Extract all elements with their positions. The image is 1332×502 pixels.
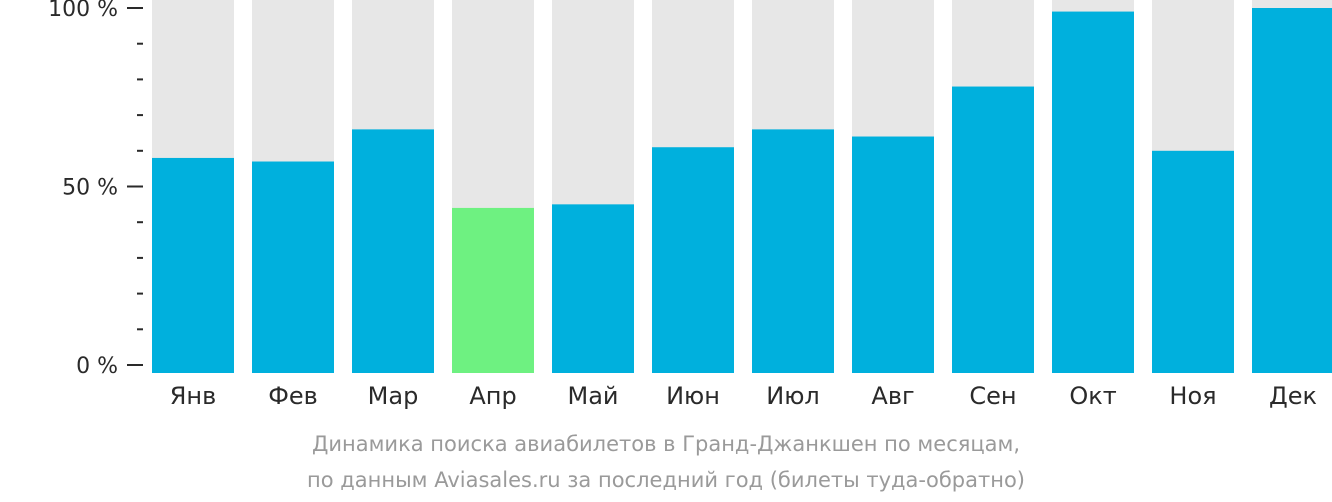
bar-9 (1052, 11, 1134, 373)
x-tick-label-5: Июн (666, 382, 720, 410)
x-tick-label-7: Авг (871, 382, 914, 410)
bar-11 (1252, 8, 1332, 373)
bar-4 (552, 204, 634, 373)
x-axis: Янв Фев Мар Апр Май Июн Июл Авг Сен Окт Ноя Дек (170, 382, 1317, 410)
bar-chart: 0 % 50 % 100 % Янв Фев Мар Апр Май Июн Июл Авг Сен… (48, 0, 1332, 410)
bar-3 (452, 207, 534, 373)
chart-caption-line-2: по данным Aviasales.ru за последний год … (307, 468, 1025, 492)
chart-caption-line-1: Динамика поиска авиабилетов в Гранд-Джан… (311, 432, 1021, 456)
x-tick-label-1: Фев (268, 382, 318, 410)
y-tick-label-0: 0 % (76, 354, 118, 379)
bar-6 (752, 129, 834, 373)
x-tick-label-0: Янв (170, 382, 217, 410)
x-tick-label-4: Май (567, 382, 618, 410)
y-tick-label-2: 100 % (48, 0, 118, 22)
bar-10 (1152, 150, 1234, 373)
bar-8 (952, 86, 1034, 373)
x-tick-label-11: Дек (1269, 382, 1317, 410)
x-tick-label-2: Мар (368, 382, 419, 410)
bar-7 (852, 136, 934, 373)
y-axis: 0 % 50 % 100 % (48, 0, 143, 379)
x-tick-label-3: Апр (469, 382, 516, 410)
x-tick-label-8: Сен (969, 382, 1016, 410)
x-tick-label-9: Окт (1069, 382, 1116, 410)
bar-1 (252, 161, 334, 373)
bar-5 (652, 147, 734, 373)
x-tick-label-6: Июл (766, 382, 820, 410)
bar-2 (352, 129, 434, 373)
y-tick-label-1: 50 % (62, 176, 118, 201)
bar-0 (152, 157, 234, 373)
x-tick-label-10: Ноя (1169, 382, 1216, 410)
bars (152, 8, 1332, 373)
